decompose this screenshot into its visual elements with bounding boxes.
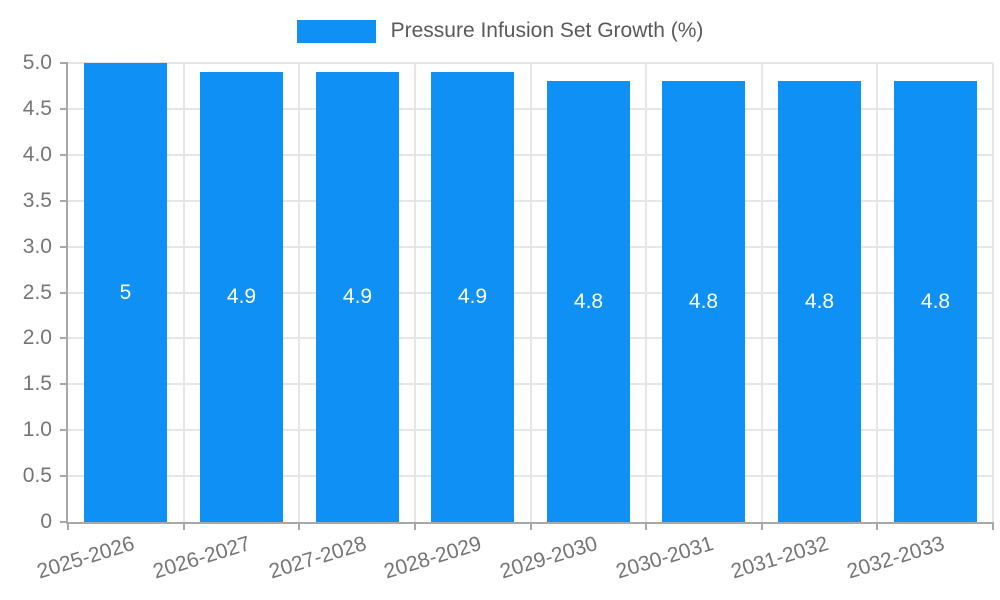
y-axis-tick-label: 2.0 <box>22 326 52 349</box>
x-gridline <box>414 63 416 522</box>
y-tick-mark <box>60 200 68 202</box>
x-tick-mark <box>414 522 416 530</box>
bar-value-label: 4.8 <box>920 289 951 313</box>
bar-value-label: 4.8 <box>573 289 604 313</box>
bar[interactable]: 4.9 <box>316 72 399 522</box>
y-tick-mark <box>60 429 68 431</box>
bar[interactable]: 4.8 <box>547 81 630 522</box>
x-axis-tick-label: 2031-2032 <box>728 532 832 584</box>
y-axis-tick-label: 2.5 <box>22 281 52 304</box>
x-tick-mark <box>992 522 994 530</box>
bar[interactable]: 4.8 <box>778 81 861 522</box>
x-tick-mark <box>645 522 647 530</box>
bar-value-label: 4.8 <box>804 289 835 313</box>
y-axis-tick-label: 4.0 <box>22 143 52 166</box>
x-axis-tick-label: 2025-2026 <box>34 532 138 584</box>
bar[interactable]: 4.9 <box>431 72 514 522</box>
x-tick-mark <box>761 522 763 530</box>
x-tick-mark <box>298 522 300 530</box>
y-tick-mark <box>60 292 68 294</box>
y-tick-mark <box>60 521 68 523</box>
x-gridline <box>992 63 994 522</box>
y-tick-mark <box>60 62 68 64</box>
y-tick-mark <box>60 108 68 110</box>
y-tick-mark <box>60 475 68 477</box>
x-tick-mark <box>530 522 532 530</box>
bar-value-label: 4.9 <box>457 285 488 308</box>
y-axis-tick-label: 5.0 <box>22 51 52 74</box>
y-tick-mark <box>60 383 68 385</box>
x-axis-tick-label: 2032-2033 <box>844 532 947 584</box>
y-axis-tick-label: 4.5 <box>22 97 52 120</box>
y-tick-mark <box>60 337 68 339</box>
x-gridline <box>761 63 763 522</box>
y-axis-tick-label: 1.5 <box>22 372 52 395</box>
bar-value-label: 4.8 <box>688 289 719 313</box>
legend[interactable]: Pressure Infusion Set Growth (%) <box>0 18 1000 44</box>
bar[interactable]: 4.8 <box>662 81 745 522</box>
x-gridline <box>298 63 300 522</box>
x-axis-tick-label: 2030-2031 <box>612 532 716 584</box>
bar-value-label: 4.9 <box>342 285 373 308</box>
y-axis-tick-label: 3.5 <box>22 189 52 212</box>
bar[interactable]: 4.8 <box>894 81 977 522</box>
y-axis-tick-label: 1.0 <box>22 418 52 441</box>
y-tick-mark <box>60 154 68 156</box>
y-axis-tick-label: 0.5 <box>22 464 52 487</box>
y-axis-tick-label: 0 <box>40 510 52 533</box>
x-tick-mark <box>67 522 69 530</box>
x-tick-mark <box>876 522 878 530</box>
x-axis-tick-label: 2027-2028 <box>266 532 369 584</box>
x-axis-tick-label: 2026-2027 <box>150 532 254 584</box>
x-gridline <box>183 63 185 522</box>
bar[interactable]: 5 <box>84 63 167 522</box>
bar-value-label: 5 <box>119 280 132 304</box>
legend-swatch <box>296 19 376 43</box>
x-axis-line <box>66 522 993 524</box>
x-gridline <box>530 63 532 522</box>
x-tick-mark <box>183 522 185 530</box>
x-axis-tick-label: 2029-2030 <box>497 532 601 584</box>
y-tick-mark <box>60 246 68 248</box>
legend-label: Pressure Infusion Set Growth (%) <box>390 19 704 42</box>
x-gridline <box>645 63 647 522</box>
y-axis-line <box>66 63 68 522</box>
bar[interactable]: 4.9 <box>200 72 283 522</box>
x-gridline <box>876 63 878 522</box>
y-axis-tick-label: 3.0 <box>22 235 52 258</box>
x-axis-tick-label: 2028-2029 <box>381 532 485 584</box>
bar-value-label: 4.9 <box>226 285 257 308</box>
